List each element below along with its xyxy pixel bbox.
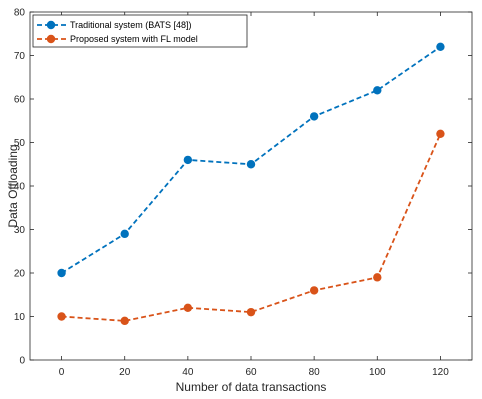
data-point-series-1 xyxy=(57,312,66,321)
plot-area xyxy=(29,11,473,361)
data-point-series-0 xyxy=(183,155,193,165)
y-tick-label: 60 xyxy=(14,95,26,106)
data-point-series-0 xyxy=(120,229,129,239)
x-tick-label: 20 xyxy=(119,367,131,378)
y-axis: 0 10 20 30 40 50 60 70 80 xyxy=(14,8,472,367)
x-tick-label: 0 xyxy=(59,367,65,378)
y-axis-label: Data Offloading xyxy=(6,144,20,227)
x-tick-label: 60 xyxy=(245,367,257,378)
data-point-series-0 xyxy=(246,160,256,169)
data-point-series-0 xyxy=(309,112,319,121)
legend: Traditional system (BATS [48]) Proposed … xyxy=(32,14,248,48)
legend-marker-traditional xyxy=(46,20,56,30)
y-tick-label: 10 xyxy=(14,312,26,323)
legend-box xyxy=(32,14,248,48)
data-point-series-0 xyxy=(373,86,382,95)
data-point-series-0 xyxy=(57,268,66,278)
data-point-series-1 xyxy=(246,307,256,317)
data-point-series-1 xyxy=(120,316,129,326)
y-tick-label: 80 xyxy=(14,8,26,19)
data-point-series-1 xyxy=(373,273,382,282)
y-tick-label: 0 xyxy=(19,356,25,367)
y-tick-label: 50 xyxy=(14,138,26,149)
series-layer xyxy=(57,42,445,326)
legend-label-traditional: Traditional system (BATS [48]) xyxy=(70,20,192,30)
legend-label-proposed: Proposed system with FL model xyxy=(70,34,198,44)
y-tick-label: 30 xyxy=(14,225,26,236)
x-tick-label: 120 xyxy=(432,367,449,378)
x-tick-label: 80 xyxy=(309,367,321,378)
legend-marker-proposed xyxy=(46,34,56,44)
x-tick-label: 100 xyxy=(369,367,386,378)
x-tick-label: 40 xyxy=(182,367,194,378)
y-tick-label: 70 xyxy=(14,51,26,62)
data-point-series-1 xyxy=(309,286,319,295)
y-tick-label: 40 xyxy=(14,182,26,193)
x-axis-label: Number of data transactions xyxy=(176,380,327,394)
data-point-series-1 xyxy=(436,129,445,138)
data-point-series-1 xyxy=(183,303,193,312)
data-point-series-0 xyxy=(436,42,445,51)
y-tick-label: 20 xyxy=(14,269,26,280)
